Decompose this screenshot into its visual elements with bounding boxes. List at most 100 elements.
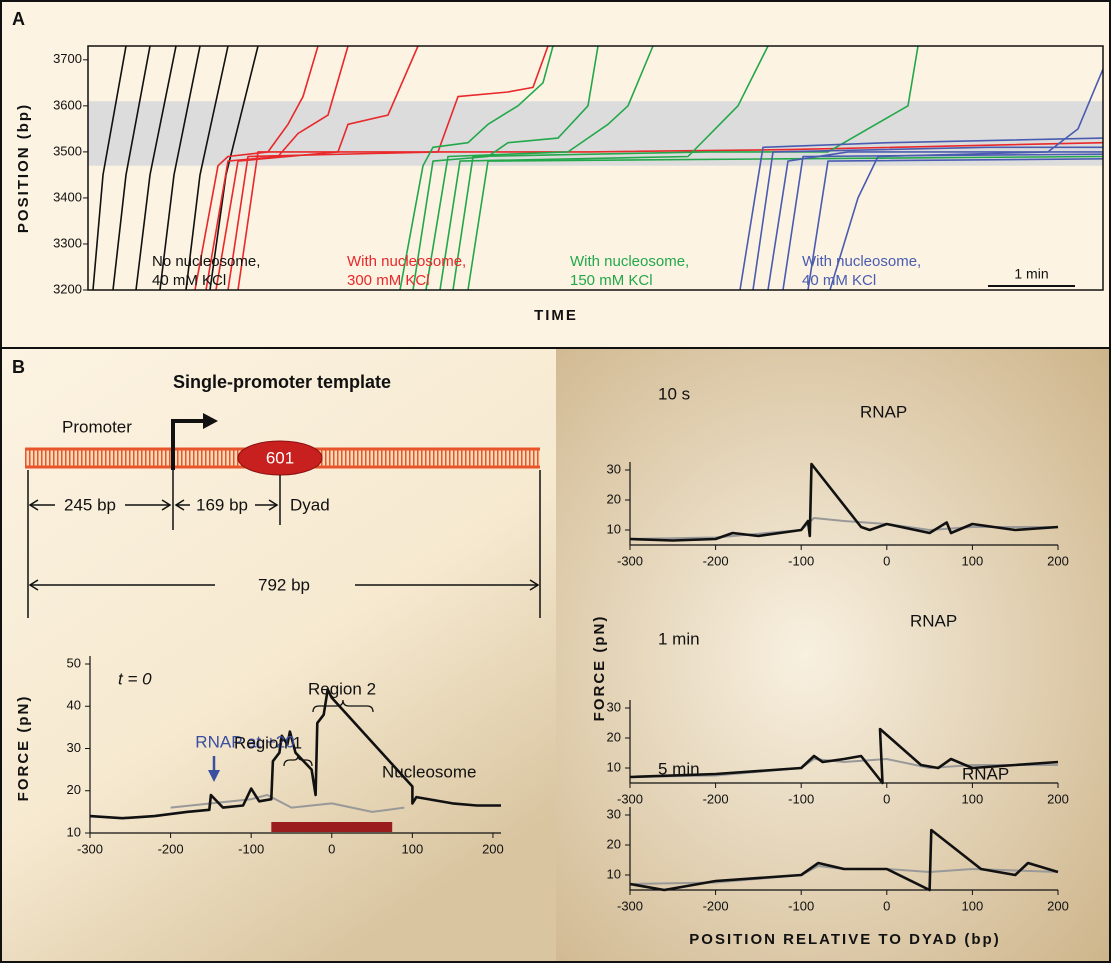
traces [92, 46, 1103, 290]
x-axis-label: POSITION RELATIVE TO DYAD (bp) [689, 931, 1000, 948]
y-tick-label: 10 [607, 866, 621, 881]
x-tick-label: 200 [1047, 553, 1069, 568]
plot-frame [87, 45, 1104, 291]
nucleosome-label: 601 [266, 448, 294, 467]
annotation: 5 min [658, 759, 700, 778]
trace [629, 462, 1059, 542]
x-tick-label: 0 [883, 898, 890, 913]
trace [452, 46, 919, 290]
x-tick-label: 100 [402, 841, 424, 856]
trace [399, 46, 554, 290]
promoter-arrowhead [203, 413, 218, 429]
y-tick-label: 3400 [53, 189, 82, 204]
series-label: With nucleosome, [570, 253, 689, 270]
y-tick-label: 20 [607, 491, 621, 506]
trace [629, 828, 1059, 892]
x-tick-label: 0 [328, 841, 335, 856]
x-tick-label: 200 [1047, 898, 1069, 913]
annotation: Nucleosome [382, 762, 477, 781]
series-label: With nucleosome, [802, 253, 921, 270]
y-axis-label: FORCE (pN) [591, 615, 608, 722]
y-tick-label: 3700 [53, 51, 82, 66]
trace [467, 155, 1103, 290]
x-tick-label: -100 [788, 553, 814, 568]
series-label: With nucleosome, [347, 253, 466, 270]
y-tick-label: 10 [607, 521, 621, 536]
x-tick-label: 100 [962, 791, 984, 806]
y-tick-label: 30 [67, 740, 81, 755]
x-tick-label: 0 [883, 791, 890, 806]
trace [159, 46, 201, 290]
trace [205, 46, 349, 290]
y-tick-label: 10 [607, 759, 621, 774]
y-tick-label: 30 [607, 699, 621, 714]
x-tick-label: 100 [962, 898, 984, 913]
annotation: RNAP [962, 764, 1009, 783]
trace [135, 46, 177, 290]
trace [215, 46, 419, 290]
y-tick-label: 3300 [53, 235, 82, 250]
y-tick-label: 20 [607, 836, 621, 851]
promoter-label: Promoter [62, 417, 132, 436]
x-axis-label: TIME [534, 307, 578, 324]
panel-b-right-bg [556, 348, 1110, 962]
y-tick-label: 10 [67, 824, 81, 839]
x-tick-label: 0 [883, 553, 890, 568]
annotation: 1 min [658, 629, 700, 648]
y-tick-label: 3500 [53, 143, 82, 158]
x-tick-label: 200 [1047, 791, 1069, 806]
dimension-lines [27, 470, 541, 618]
series-label: No nucleosome, [152, 253, 260, 270]
x-tick-label: -200 [703, 553, 729, 568]
panel-b-left-bg [1, 348, 556, 962]
series-label: 40 mM KCl [802, 272, 876, 289]
annotation: t = 0 [118, 669, 152, 688]
y-tick-label: 30 [607, 806, 621, 821]
panel-label: A [12, 9, 25, 29]
trace [412, 46, 599, 290]
brace [283, 754, 313, 767]
series-label: 40 mM KCl [152, 272, 226, 289]
y-tick-label: 3600 [53, 97, 82, 112]
y-tick-label: 20 [607, 729, 621, 744]
trace [807, 158, 1103, 290]
bar [271, 822, 393, 832]
trace [227, 46, 549, 290]
y-tick-label: 50 [67, 655, 81, 670]
x-tick-label: 200 [482, 841, 504, 856]
trace [739, 137, 1103, 290]
trace [92, 46, 127, 290]
panel-label: B [12, 357, 25, 377]
x-tick-label: -300 [77, 841, 103, 856]
x-tick-label: 100 [962, 553, 984, 568]
scale-bar-label: 1 min [1014, 266, 1048, 282]
dimension-label: 245 bp [64, 495, 116, 514]
x-tick-label: -300 [617, 791, 643, 806]
annotation: Region 1 [234, 733, 302, 752]
trace [439, 46, 769, 290]
promoter-arrow [171, 419, 205, 470]
y-axis-label: POSITION (bp) [15, 103, 32, 233]
trace [829, 68, 1103, 290]
dimension-label: 792 bp [258, 575, 310, 594]
x-tick-label: -200 [158, 841, 184, 856]
dyad-label: Dyad [290, 495, 330, 514]
trace [185, 46, 229, 290]
panel-b-frame [0, 347, 1111, 963]
annotation: RNAP [860, 402, 907, 421]
y-tick-label: 30 [607, 461, 621, 476]
x-tick-label: -100 [788, 898, 814, 913]
brace [312, 699, 374, 713]
template-title: Single-promoter template [173, 372, 391, 392]
annotation: RNAP at +20 [195, 732, 294, 751]
trace [782, 153, 1103, 290]
trace [752, 146, 1103, 290]
trace [89, 688, 501, 820]
series-label: 300 mM KCl [347, 272, 430, 289]
x-tick-label: -100 [788, 791, 814, 806]
series-label: 150 mM KCl [570, 272, 653, 289]
annotation: Region 2 [308, 679, 376, 698]
x-tick-label: -200 [703, 898, 729, 913]
x-tick-label: -300 [617, 553, 643, 568]
